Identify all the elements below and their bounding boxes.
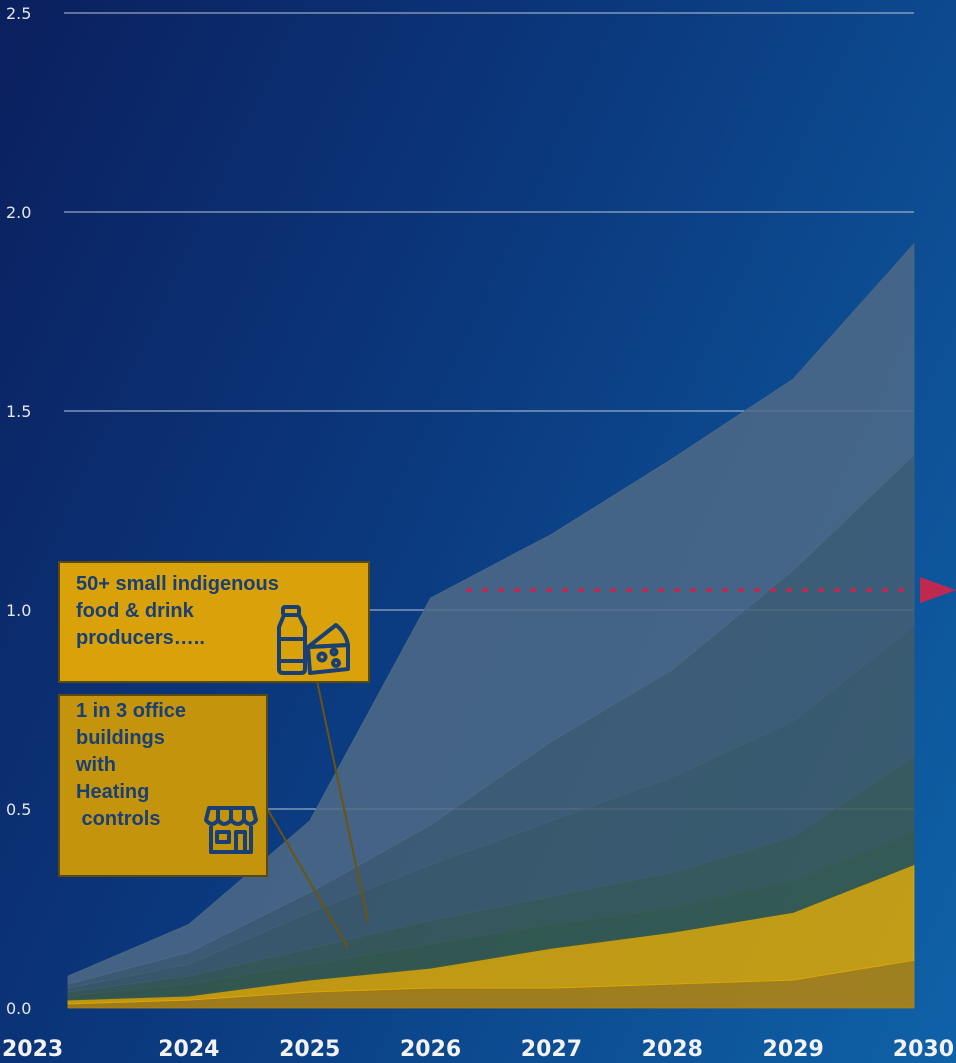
y-tick-label: 2.5 bbox=[6, 4, 31, 23]
x-tick-label: 2029 bbox=[763, 1037, 824, 1062]
callout-line: Heating bbox=[76, 781, 150, 803]
x-tick-label: 2026 bbox=[400, 1037, 461, 1062]
target-arrowhead bbox=[920, 577, 956, 604]
milk-cheese-icon bbox=[277, 605, 350, 675]
x-axis-ticks: 2023 2024 2025 2026 2027 2028 2029 2030 bbox=[2, 1037, 954, 1062]
callout-line: 50+ small indigenous bbox=[76, 573, 279, 595]
leader-line-food bbox=[316, 680, 369, 923]
callout-line: buildings bbox=[76, 727, 165, 749]
target-line bbox=[466, 577, 956, 604]
y-axis-ticks: 0.0 0.5 1.0 1.5 2.0 2.5 bbox=[6, 4, 31, 1018]
x-tick-label: 2025 bbox=[279, 1037, 340, 1062]
y-tick-label: 1.0 bbox=[6, 601, 31, 620]
x-tick-label: 2030 bbox=[893, 1037, 954, 1062]
area-series bbox=[67, 242, 915, 1009]
callout-office-buildings: 1 in 3 office buildings with Heating con… bbox=[58, 694, 268, 877]
callout-food-producers: 50+ small indigenous food & drink produc… bbox=[58, 561, 370, 683]
leader-line-office bbox=[267, 809, 349, 949]
x-tick-label: 2024 bbox=[158, 1037, 219, 1062]
y-tick-label: 2.0 bbox=[6, 203, 31, 222]
callout-line: food & drink bbox=[76, 600, 194, 622]
callout-line: 1 in 3 office bbox=[76, 700, 187, 722]
y-tick-label: 0.0 bbox=[6, 999, 31, 1018]
x-tick-label: 2027 bbox=[521, 1037, 582, 1062]
callout-leader-lines bbox=[267, 680, 369, 949]
area-series-band bbox=[67, 242, 915, 985]
callout-line: controls bbox=[76, 808, 161, 830]
callout-line: producers….. bbox=[76, 627, 205, 649]
y-tick-label: 0.5 bbox=[6, 800, 31, 819]
x-tick-label: 2023 bbox=[2, 1037, 63, 1062]
storefront-icon bbox=[204, 806, 258, 854]
x-tick-label: 2028 bbox=[642, 1037, 703, 1062]
callout-line: with bbox=[76, 754, 116, 776]
y-tick-label: 1.5 bbox=[6, 402, 31, 421]
